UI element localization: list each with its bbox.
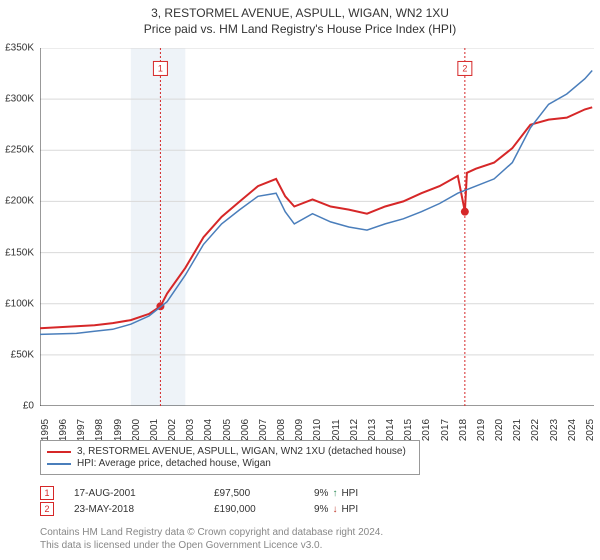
arrow-up-icon: ↑ [332, 488, 337, 499]
chart-svg: 12 [40, 48, 594, 406]
sale-delta-suffix: HPI [341, 504, 358, 515]
legend-row: 3, RESTORMEL AVENUE, ASPULL, WIGAN, WN2 … [47, 446, 413, 457]
x-tick-label: 2020 [494, 419, 505, 441]
x-tick-label: 2012 [349, 419, 360, 441]
sale-row: 1 17-AUG-2001£97,5009% ↑ HPI [40, 486, 560, 500]
y-tick-label: £150K [5, 247, 34, 258]
x-tick-label: 2003 [185, 419, 196, 441]
x-tick-label: 2018 [458, 419, 469, 441]
sale-rows: 1 17-AUG-2001£97,5009% ↑ HPI 2 23-MAY-2018£19… [40, 484, 560, 518]
chart-area: 12 [40, 48, 594, 406]
sale-delta-value: 9% [314, 488, 328, 499]
x-tick-label: 2014 [385, 419, 396, 441]
x-tick-label: 2009 [294, 419, 305, 441]
x-tick-label: 2000 [131, 419, 142, 441]
x-tick-label: 1995 [40, 419, 51, 441]
svg-text:2: 2 [462, 63, 467, 73]
chart-container: 3, RESTORMEL AVENUE, ASPULL, WIGAN, WN2 … [0, 0, 600, 560]
x-tick-label: 2017 [440, 419, 451, 441]
legend-label: HPI: Average price, detached house, Wiga… [77, 458, 271, 469]
legend: 3, RESTORMEL AVENUE, ASPULL, WIGAN, WN2 … [40, 440, 420, 475]
x-tick-label: 2016 [421, 419, 432, 441]
x-tick-label: 2025 [585, 419, 596, 441]
y-tick-label: £200K [5, 196, 34, 207]
x-tick-label: 2023 [549, 419, 560, 441]
legend-swatch [47, 451, 71, 453]
x-tick-label: 1996 [58, 419, 69, 441]
svg-text:1: 1 [158, 63, 163, 73]
x-tick-label: 2005 [222, 419, 233, 441]
sale-date: 17-AUG-2001 [74, 488, 214, 499]
attribution-line1: Contains HM Land Registry data © Crown c… [40, 526, 560, 539]
x-axis-labels: 1995199619971998199920002001200220032004… [40, 410, 594, 436]
x-tick-label: 2007 [258, 419, 269, 441]
legend-row: HPI: Average price, detached house, Wiga… [47, 458, 413, 469]
legend-label: 3, RESTORMEL AVENUE, ASPULL, WIGAN, WN2 … [77, 446, 406, 457]
sale-marker-box: 2 [40, 502, 54, 516]
sale-delta-value: 9% [314, 504, 328, 515]
x-tick-label: 2008 [276, 419, 287, 441]
y-tick-label: £350K [5, 43, 34, 54]
x-tick-label: 2010 [312, 419, 323, 441]
x-tick-label: 1998 [94, 419, 105, 441]
x-tick-label: 1997 [76, 419, 87, 441]
sale-delta: 9% ↓ HPI [314, 504, 414, 515]
y-axis-labels: £0£50K£100K£150K£200K£250K£300K£350K [0, 48, 38, 406]
sale-delta-suffix: HPI [341, 488, 358, 499]
title-address: 3, RESTORMEL AVENUE, ASPULL, WIGAN, WN2 … [0, 6, 600, 20]
x-tick-label: 2006 [240, 419, 251, 441]
sale-marker-box: 1 [40, 486, 54, 500]
x-tick-label: 1999 [113, 419, 124, 441]
titles: 3, RESTORMEL AVENUE, ASPULL, WIGAN, WN2 … [0, 0, 600, 36]
x-tick-label: 2004 [203, 419, 214, 441]
y-tick-label: £250K [5, 145, 34, 156]
x-tick-label: 2015 [403, 419, 414, 441]
x-tick-label: 2024 [567, 419, 578, 441]
sale-price: £190,000 [214, 504, 314, 515]
x-tick-label: 2011 [331, 419, 342, 441]
y-tick-label: £300K [5, 94, 34, 105]
x-tick-label: 2001 [149, 419, 160, 441]
x-tick-label: 2002 [167, 419, 178, 441]
y-tick-label: £0 [23, 401, 34, 412]
sale-delta: 9% ↑ HPI [314, 488, 414, 499]
attribution-line2: This data is licensed under the Open Gov… [40, 539, 560, 552]
sale-row: 2 23-MAY-2018£190,0009% ↓ HPI [40, 502, 560, 516]
x-tick-label: 2019 [476, 419, 487, 441]
x-tick-label: 2021 [512, 419, 523, 441]
y-tick-label: £50K [11, 349, 34, 360]
x-tick-label: 2022 [530, 419, 541, 441]
sale-price: £97,500 [214, 488, 314, 499]
title-subtitle: Price paid vs. HM Land Registry's House … [0, 22, 600, 36]
attribution: Contains HM Land Registry data © Crown c… [40, 526, 560, 552]
legend-swatch [47, 463, 71, 465]
sale-date: 23-MAY-2018 [74, 504, 214, 515]
arrow-down-icon: ↓ [332, 504, 337, 515]
y-tick-label: £100K [5, 298, 34, 309]
x-tick-label: 2013 [367, 419, 378, 441]
